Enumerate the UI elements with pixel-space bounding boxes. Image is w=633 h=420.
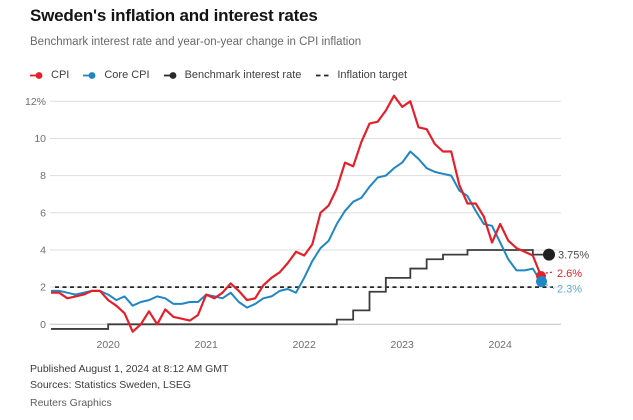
legend-item-benchmark-rate: Benchmark interest rate xyxy=(163,69,302,81)
legend-label: Core CPI xyxy=(104,69,150,81)
core-cpi-label-leader xyxy=(545,284,555,290)
legend-label: Inflation target xyxy=(337,69,408,81)
benchmark-end-dot xyxy=(543,248,555,261)
legend-item-cpi: CPI xyxy=(30,69,69,81)
legend-item-inflation-target: Inflation target xyxy=(315,69,407,81)
benchmark-end-label: 3.75% xyxy=(558,250,589,262)
x-tick-label-2021: 2021 xyxy=(194,339,218,351)
inflation-target-dashes-icon xyxy=(316,74,332,76)
benchmark-rate-line xyxy=(51,249,549,330)
legend-label: Benchmark interest rate xyxy=(184,69,302,81)
legend: CPI Core CPI Benchmark interest rate Inf… xyxy=(30,69,407,81)
y-tick-label-12: 12% xyxy=(25,96,46,108)
page-title: Sweden's inflation and interest rates xyxy=(30,6,318,25)
cpi-line xyxy=(51,94,543,333)
legend-item-core-cpi: Core CPI xyxy=(83,69,150,81)
core-cpi-line xyxy=(51,150,542,309)
core-cpi-end-label: 2.3% xyxy=(557,284,582,296)
x-tick-label-2023: 2023 xyxy=(390,339,414,351)
benchmark-rate-line-dot-icon xyxy=(163,71,176,79)
core-cpi-end-dot xyxy=(536,276,547,288)
legend-label: CPI xyxy=(51,69,70,81)
published-date: Published August 1, 2024 at 8:12 AM GMT xyxy=(30,363,229,375)
cpi-line-dot-icon xyxy=(30,71,43,79)
cpi-label-leader xyxy=(545,271,555,274)
page-subtitle: Benchmark interest rate and year-on-year… xyxy=(30,36,362,48)
y-tick-label-0: 0 xyxy=(40,319,46,331)
y-tick-label-10: 10 xyxy=(34,133,46,145)
y-tick-label-2: 2 xyxy=(40,282,46,294)
y-tick-label-8: 8 xyxy=(40,170,46,182)
y-tick-label-6: 6 xyxy=(40,207,46,219)
core-cpi-line-dot-icon xyxy=(83,71,96,79)
x-tick-label-2020: 2020 xyxy=(96,339,120,351)
x-tick-label-2024: 2024 xyxy=(488,339,512,351)
sources-text: Sources: Statistics Sweden, LSEG xyxy=(30,379,192,391)
credit-text: Reuters Graphics xyxy=(30,397,112,409)
cpi-end-label: 2.6% xyxy=(557,268,582,280)
x-tick-label-2022: 2022 xyxy=(292,339,316,351)
y-tick-label-4: 4 xyxy=(40,244,46,256)
